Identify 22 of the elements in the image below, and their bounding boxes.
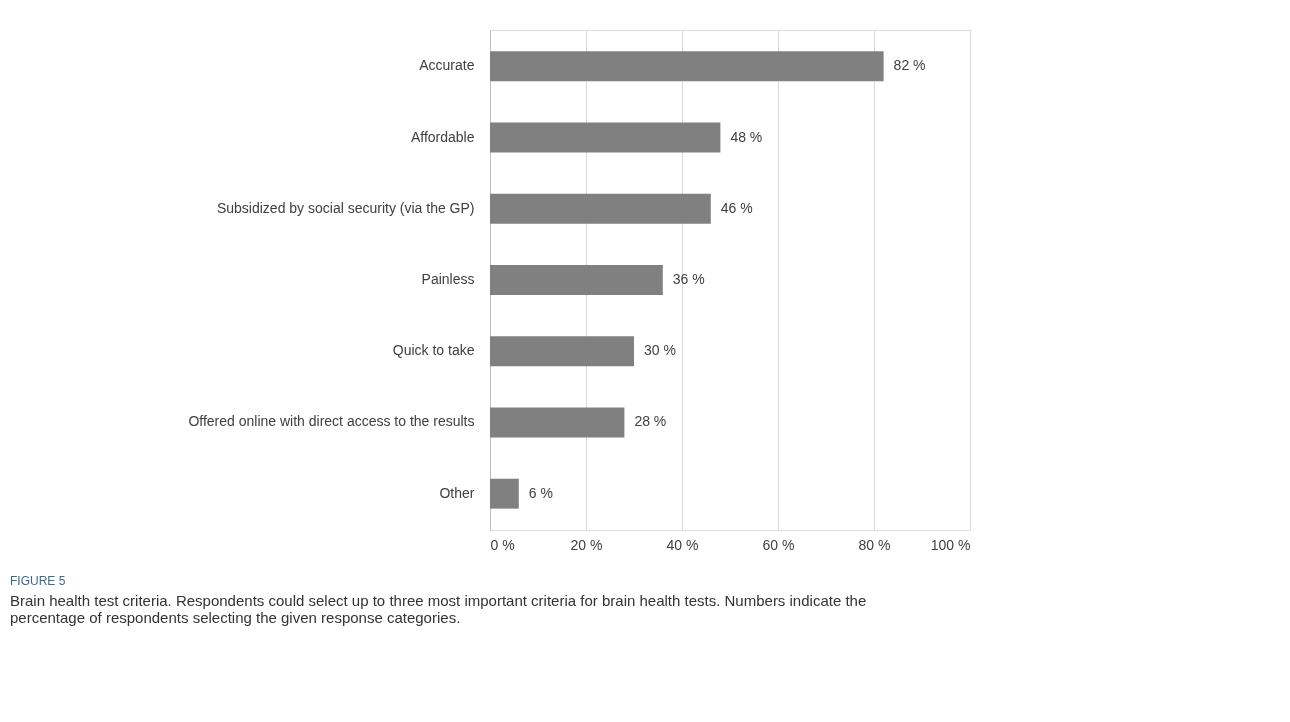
data-label: 28 % — [634, 413, 667, 430]
data-label: 46 % — [720, 199, 753, 216]
x-tick-label: 100 % — [930, 536, 971, 553]
data-label: 82 % — [893, 57, 926, 74]
y-tick-label: Offered online with direct access to the results — [188, 413, 475, 430]
x-tick-label: 40 % — [666, 536, 699, 553]
y-tick-label: Painless — [421, 271, 475, 287]
x-tick-label: 60 % — [762, 536, 795, 553]
x-tick-label: 80 % — [858, 536, 891, 553]
data-label: 48 % — [730, 128, 763, 145]
x-tick-label: 0 % — [490, 536, 515, 553]
y-tick-label: Affordable — [410, 128, 475, 145]
x-tick-label: 20 % — [570, 536, 603, 553]
y-tick-label: Quick to take — [392, 342, 475, 359]
y-tick-label: Accurate — [419, 57, 475, 74]
y-tick-label: Subsidized by social security (via the GP) — [216, 199, 475, 216]
text: Brain health test criteria. Respondents could select up to three most important criteria for brain health tests. Numbers indicate the percentage of respondents selecting the given response categories. — [10, 592, 867, 626]
caption: FIGURE 5 — [10, 574, 66, 588]
data-label: 36 % — [672, 271, 705, 287]
y-tick-label: Other — [439, 484, 475, 501]
data-label: 6 % — [528, 484, 553, 501]
data-label: 30 % — [644, 342, 676, 359]
